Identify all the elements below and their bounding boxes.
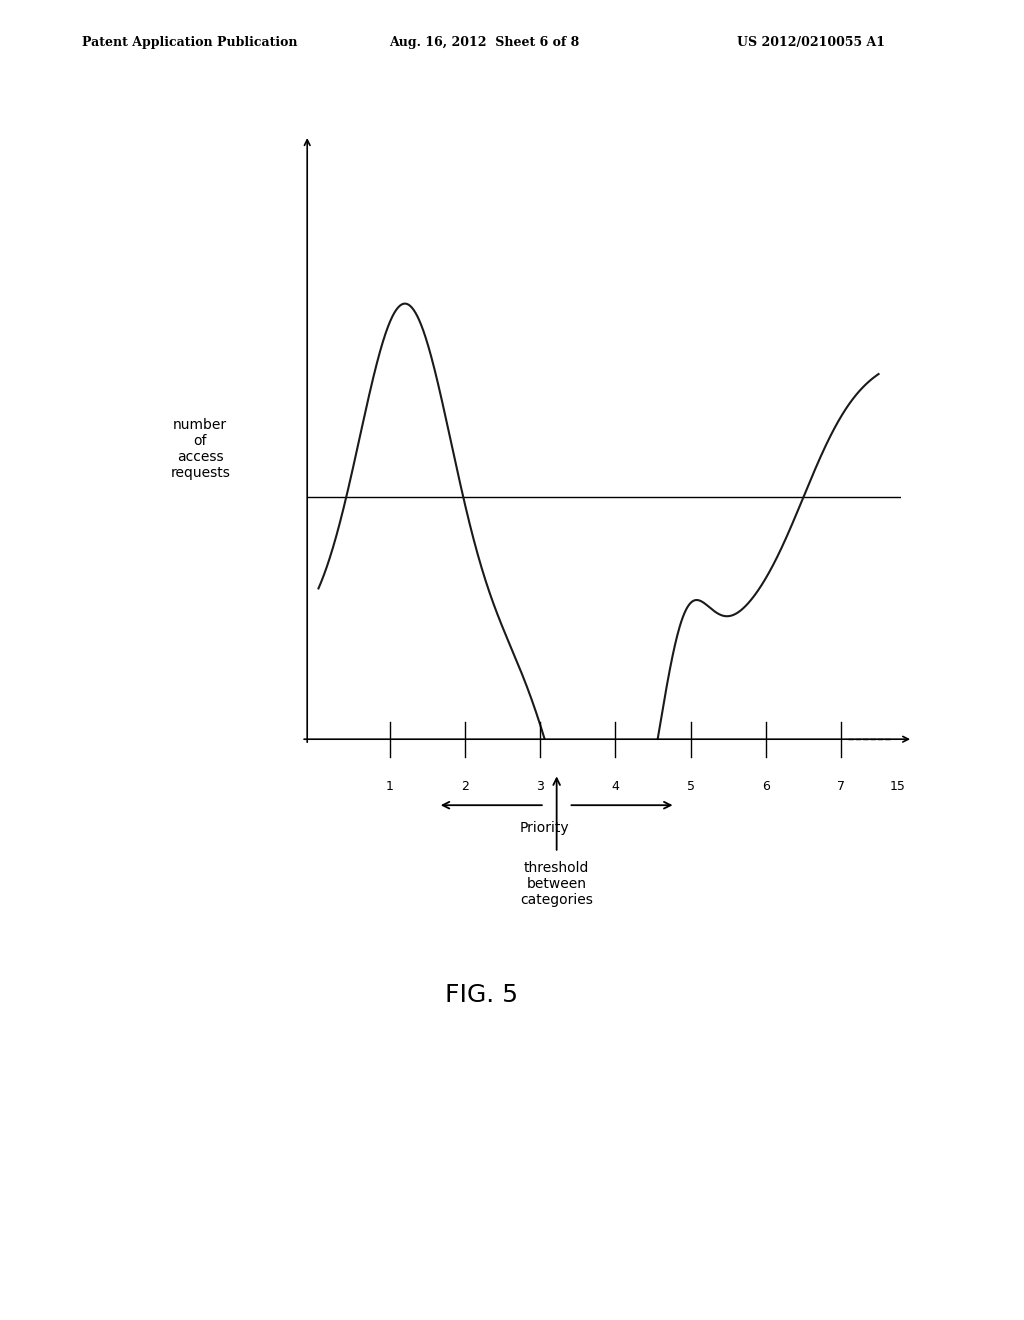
Text: FIG. 5: FIG. 5 <box>444 983 518 1007</box>
Text: 15: 15 <box>890 780 905 793</box>
Text: number
of
access
requests: number of access requests <box>170 417 230 480</box>
Text: US 2012/0210055 A1: US 2012/0210055 A1 <box>737 36 886 49</box>
Text: 1: 1 <box>386 780 394 793</box>
Text: 6: 6 <box>762 780 770 793</box>
Text: 3: 3 <box>537 780 544 793</box>
Text: 2: 2 <box>461 780 469 793</box>
Text: 7: 7 <box>837 780 845 793</box>
Text: Patent Application Publication: Patent Application Publication <box>82 36 297 49</box>
Text: 4: 4 <box>611 780 620 793</box>
Text: 5: 5 <box>687 780 694 793</box>
Text: Priority: Priority <box>520 821 569 834</box>
Text: threshold
between
categories: threshold between categories <box>520 861 593 907</box>
Text: Aug. 16, 2012  Sheet 6 of 8: Aug. 16, 2012 Sheet 6 of 8 <box>389 36 580 49</box>
